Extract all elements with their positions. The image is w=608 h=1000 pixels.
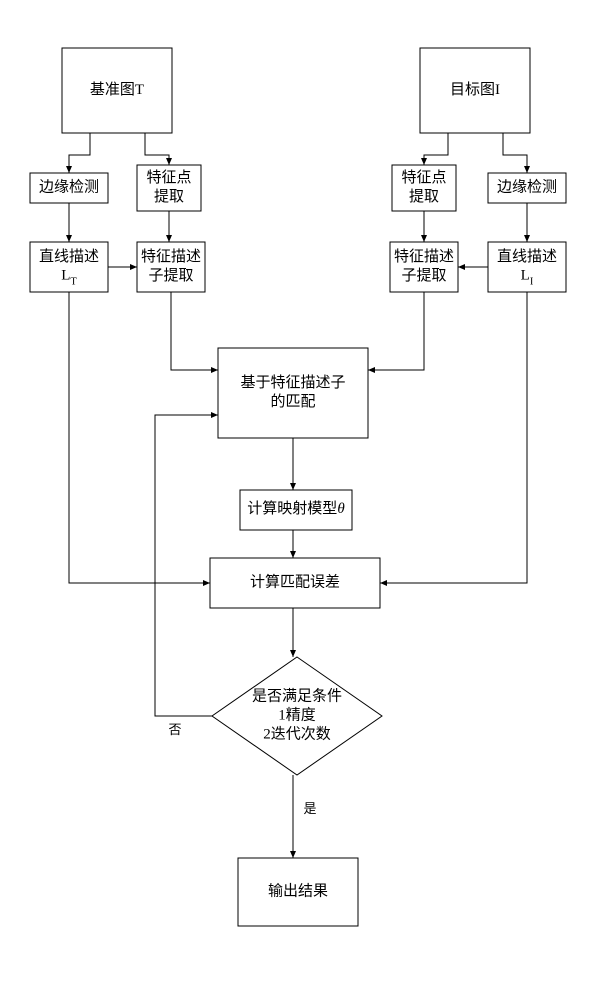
node-tgt: 目标图I (420, 48, 530, 133)
edge (424, 133, 448, 165)
edge-label: 否 (168, 722, 181, 737)
edge (368, 292, 424, 370)
node-label: 基准图T (90, 81, 144, 98)
node-label: 提取 (409, 188, 439, 205)
node-label: 特征描述 (141, 248, 201, 265)
node-label: 特征点 (401, 169, 446, 186)
node-lineT: 直线描述LT (30, 242, 108, 292)
node-label: 特征描述 (394, 248, 454, 265)
edge (503, 133, 527, 173)
node-descI: 特征描述子提取 (390, 242, 458, 292)
node-label: 输出结果 (268, 882, 328, 899)
edge (171, 292, 218, 370)
node-featT: 特征点提取 (137, 165, 201, 211)
edge-label: 是 (303, 801, 316, 816)
flowchart-canvas: 否是基准图T目标图I边缘检测特征点提取特征点提取边缘检测直线描述LT特征描述子提… (0, 0, 608, 1000)
node-label: 基于特征描述子 (240, 374, 345, 391)
node-label: 边缘检测 (39, 178, 99, 195)
node-label: 特征点 (146, 169, 191, 186)
node-edgeT: 边缘检测 (30, 173, 108, 203)
node-error: 计算匹配误差 (210, 558, 380, 608)
edge (69, 292, 210, 583)
node-label: 子提取 (148, 267, 193, 284)
node-edgeI: 边缘检测 (488, 173, 566, 203)
edge (380, 292, 527, 583)
node-label: 1精度 (278, 706, 316, 723)
node-label: 计算匹配误差 (250, 572, 340, 590)
node-label: 子提取 (401, 267, 446, 284)
nodes: 基准图T目标图I边缘检测特征点提取特征点提取边缘检测直线描述LT特征描述子提取特… (30, 48, 566, 926)
edge (155, 415, 218, 716)
node-mapping: 计算映射模型θ (240, 490, 352, 530)
node-descT: 特征描述子提取 (137, 242, 205, 292)
node-ref: 基准图T (62, 48, 172, 133)
node-label: 是否满足条件 (252, 687, 342, 704)
node-label: 计算映射模型θ (247, 499, 345, 517)
node-label: 2迭代次数 (263, 725, 331, 742)
node-featI: 特征点提取 (392, 165, 456, 211)
node-label: 提取 (154, 188, 184, 205)
node-label: 边缘检测 (497, 178, 557, 195)
node-out: 输出结果 (238, 858, 358, 926)
node-lineI: 直线描述LI (488, 242, 566, 292)
node-match: 基于特征描述子的匹配 (218, 348, 368, 438)
node-cond: 是否满足条件 1精度 2迭代次数 (212, 657, 382, 775)
edge (69, 133, 90, 173)
node-label: 直线描述 (39, 248, 99, 265)
node-label: 目标图I (450, 81, 500, 98)
node-label: 的匹配 (270, 393, 315, 410)
node-label: 直线描述 (497, 248, 557, 265)
edge (145, 133, 169, 165)
